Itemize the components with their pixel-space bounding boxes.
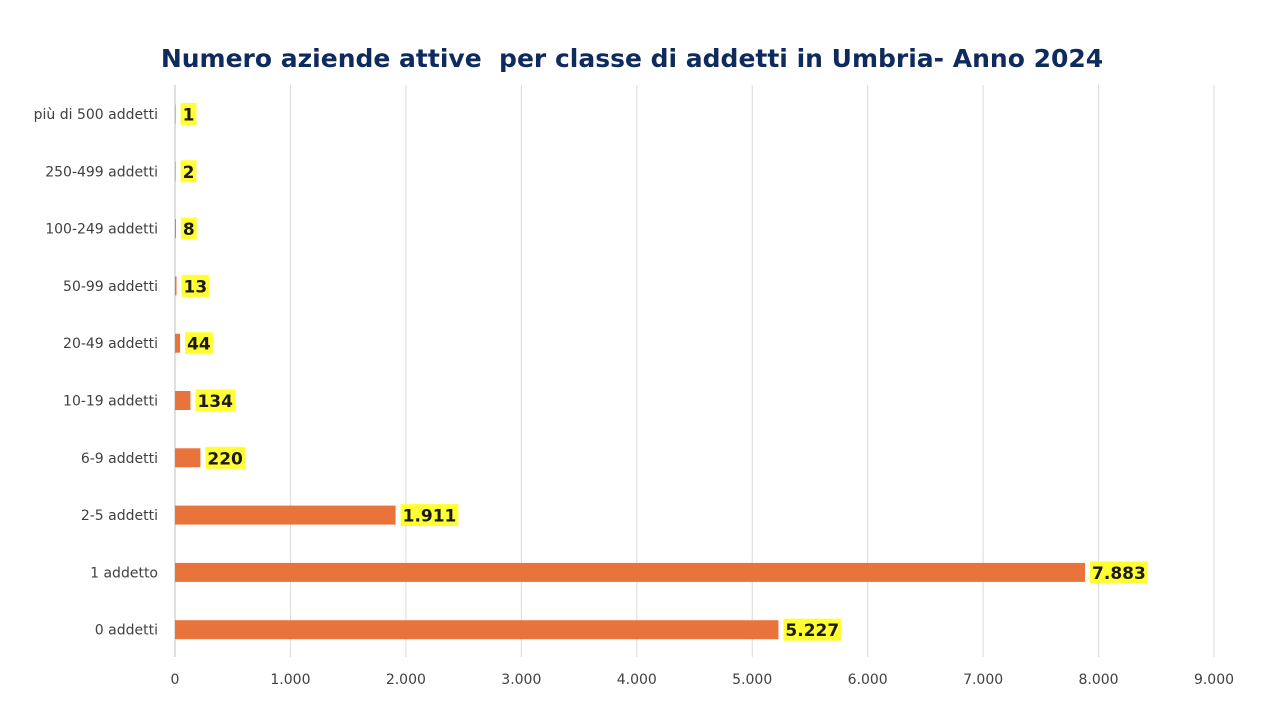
category-label: 50-99 addetti [63, 279, 158, 295]
data-labels: 1 2 8 13 44 134 220 1.911 7.883 5.227 [180, 103, 1148, 641]
x-tick-label: 2.000 [386, 672, 426, 688]
x-tick-label: 4.000 [617, 672, 657, 688]
data-label-highlight [180, 103, 197, 125]
category-label: 20-49 addetti [63, 336, 158, 352]
x-tick-label: 6.000 [848, 672, 888, 688]
category-label: 6-9 addetti [81, 451, 158, 467]
bar [175, 219, 176, 239]
category-label: 2-5 addetti [81, 508, 158, 524]
data-label: 5.227 [785, 621, 839, 641]
bars [175, 104, 1086, 640]
bar [175, 276, 177, 296]
data-label-highlight [195, 389, 236, 412]
x-tick-label: 1.000 [270, 672, 310, 688]
data-label-highlight [1090, 561, 1148, 584]
data-label: 1.911 [403, 507, 457, 527]
data-label-highlight [205, 446, 246, 469]
data-label-highlight [180, 217, 197, 240]
data-label: 134 [197, 392, 233, 412]
x-tick-label: 5.000 [732, 672, 772, 688]
bar [175, 333, 181, 353]
data-label-highlight [400, 504, 459, 527]
category-label: 10-19 addetti [63, 394, 158, 410]
data-label-highlight [783, 618, 842, 641]
x-tick-label: 8.000 [1079, 672, 1119, 688]
data-label: 2 [183, 163, 195, 183]
x-tick-label: 0 [171, 672, 180, 688]
category-label: 1 addetto [90, 565, 158, 581]
data-label-highlight [180, 160, 197, 183]
data-label: 13 [184, 277, 208, 297]
category-labels: più di 500 addetti 250-499 addetti 100-249… [34, 107, 158, 639]
category-label: 100-249 addetti [45, 222, 158, 238]
bar [175, 448, 201, 468]
category-label: più di 500 addetti [34, 107, 158, 123]
data-label: 7.883 [1092, 564, 1146, 584]
x-axis-tick-labels: 0 1.000 2.000 3.000 4.000 5.000 6.000 7.000 8.00… [171, 672, 1235, 688]
bar [175, 562, 1086, 582]
x-tick-label: 9.000 [1194, 672, 1234, 688]
data-label: 1 [183, 106, 195, 126]
bar [175, 104, 176, 124]
data-label: 220 [207, 449, 243, 469]
bar [175, 391, 191, 410]
chart-title: Numero aziende attive per classe di adde… [161, 44, 1103, 73]
bar [175, 161, 176, 181]
data-label: 8 [183, 220, 195, 240]
data-label: 44 [187, 335, 211, 355]
category-label: 250-499 addetti [45, 164, 158, 180]
category-label: 0 addetti [95, 623, 158, 639]
gridlines [174, 85, 1215, 657]
x-tick-label: 3.000 [501, 672, 541, 688]
data-label-highlight [185, 332, 213, 355]
bar [175, 620, 779, 640]
bar [175, 505, 396, 525]
x-tick-label: 7.000 [963, 672, 1003, 688]
data-label-highlight [181, 274, 210, 297]
